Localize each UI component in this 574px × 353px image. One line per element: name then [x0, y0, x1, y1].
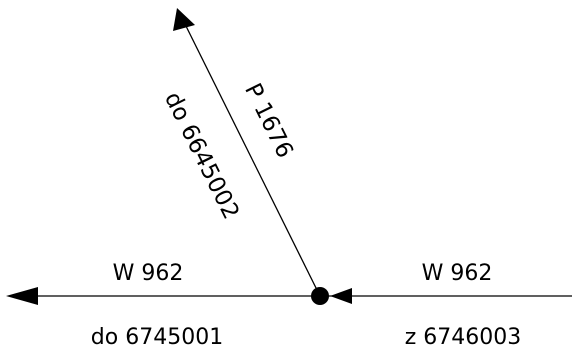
incoming-right-arrowhead [330, 288, 352, 304]
top-arrowhead [173, 8, 195, 31]
right-road-name-label: W 962 [422, 261, 493, 286]
right-road-direction-label: z 6746003 [405, 325, 522, 350]
left-road-name-label: W 962 [113, 261, 184, 286]
left-arrowhead [6, 287, 38, 305]
junction-node [311, 287, 329, 305]
left-road-direction-label: do 6745001 [91, 325, 223, 350]
diagonal-road-line [179, 13, 321, 297]
diagonal-road-direction-label: do 6645002 [159, 88, 244, 224]
